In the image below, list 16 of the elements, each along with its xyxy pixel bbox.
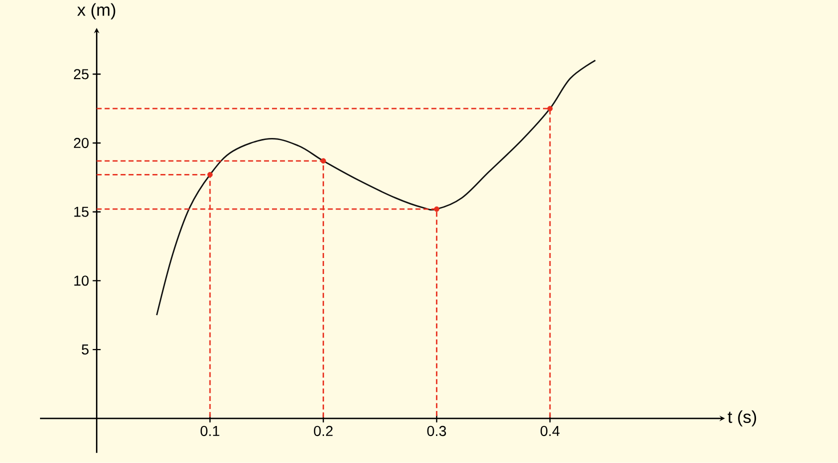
x-tick-label: 0.4 [540,426,560,436]
y-tick-label: 5 [82,344,89,355]
point [320,158,326,164]
x-tick-label: 0.1 [200,426,220,436]
y-axis-title: x (m) [77,3,116,20]
point [434,206,440,212]
x-tick-label: 0.3 [427,426,446,436]
y-tick-label: 15 [74,206,89,217]
y-tick-label: 25 [74,69,89,80]
line-series [156,60,596,316]
point [207,172,213,178]
x-tick-label: 0.2 [314,426,333,436]
x-axis-title: t (s) [728,410,756,426]
point [547,106,553,112]
y-tick-label: 20 [74,138,89,148]
y-tick-label: 10 [74,276,89,286]
